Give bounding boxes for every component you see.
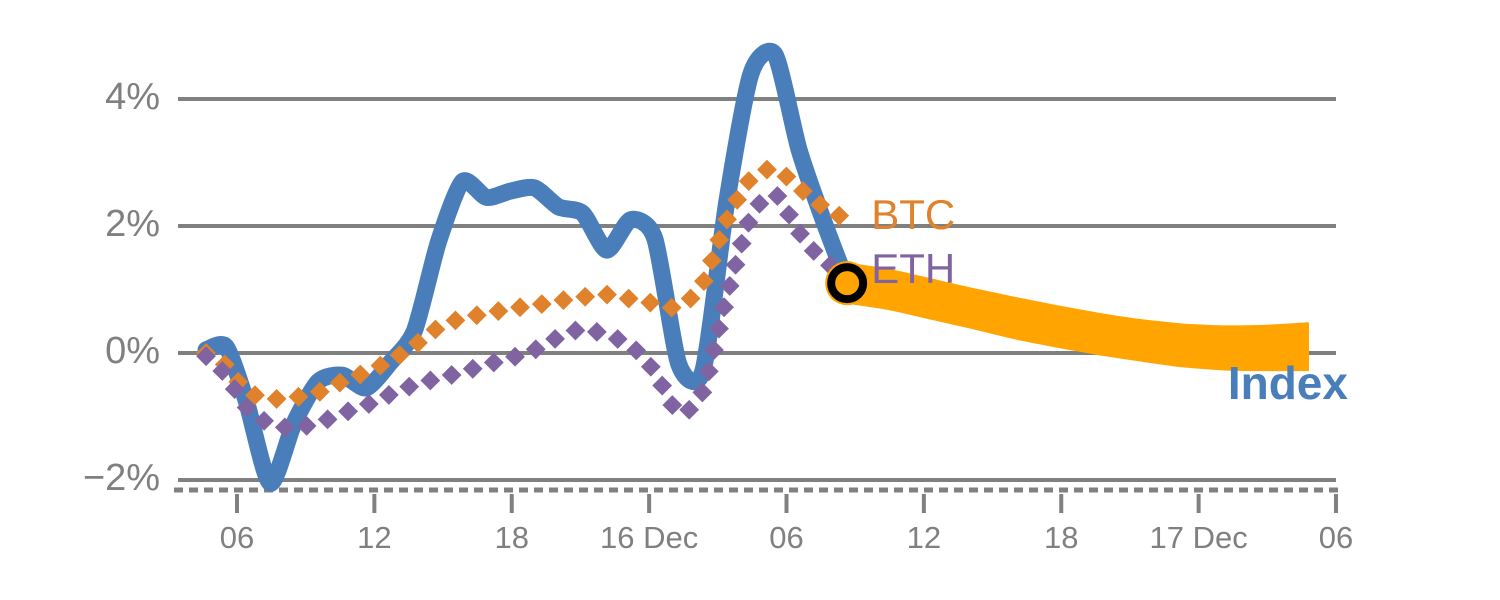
series-label-eth: ETH	[871, 244, 956, 292]
x-tick-label: 16 Dec	[600, 520, 699, 555]
y-tick-label: −2%	[82, 457, 160, 499]
data-series	[196, 42, 856, 492]
x-tick-label: 06	[769, 520, 804, 555]
x-tick-label: 06	[219, 520, 255, 555]
x-tick-label: 17 Dec	[1149, 520, 1248, 555]
series-label-btc: BTC	[871, 190, 956, 238]
y-tick-label: 4%	[105, 76, 160, 118]
x-tick-label: 06	[1318, 520, 1354, 555]
x-tick-label: 12	[906, 520, 942, 555]
gridlines	[178, 97, 1336, 482]
y-tick-label: 2%	[105, 203, 160, 245]
forecast-band	[846, 262, 1309, 372]
x-axis	[174, 487, 1342, 513]
series-label-index: Index	[1227, 356, 1348, 409]
x-tick-label: 18	[1044, 520, 1079, 555]
y-tick-label: 0%	[105, 330, 160, 372]
x-tick-label: 12	[357, 520, 392, 555]
forecast-origin-marker[interactable]	[825, 261, 870, 306]
x-tick-label: 18	[494, 520, 529, 555]
